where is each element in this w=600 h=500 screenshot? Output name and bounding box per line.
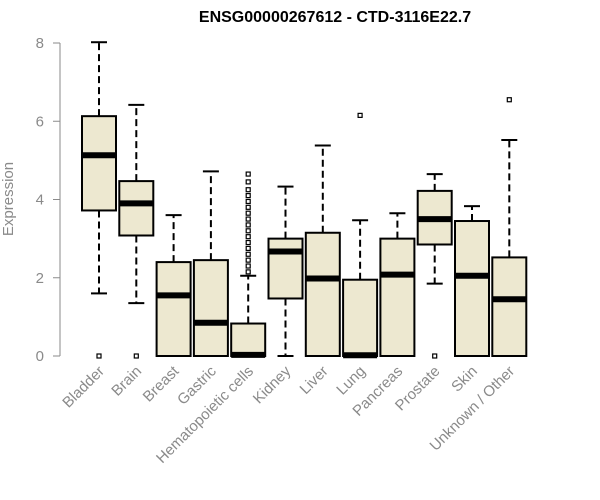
outlier-point [245, 263, 251, 269]
box-unknown-other [491, 97, 528, 357]
box-hematopoietic-cells [230, 171, 267, 358]
outlier-point [245, 239, 251, 246]
boxes-group [81, 41, 528, 359]
outlier-point [245, 222, 251, 228]
iqr-box [491, 256, 528, 357]
iqr-box [267, 237, 304, 300]
x-tick-label: Bladder [59, 363, 108, 412]
y-tick-label: 4 [36, 192, 44, 209]
x-tick-label: Skin [448, 363, 481, 396]
outlier-point [245, 179, 251, 185]
outlier-point [245, 228, 251, 234]
x-tick-label: Liver [297, 363, 332, 398]
box-pancreas [379, 212, 416, 357]
outlier-point [245, 198, 251, 205]
iqr-box [379, 237, 416, 357]
box-prostate [416, 173, 453, 359]
box-breast [155, 214, 192, 358]
outlier-point [245, 171, 251, 177]
iqr-box [304, 231, 341, 358]
y-tick-label: 6 [36, 113, 44, 130]
iqr-box [454, 220, 490, 357]
outlier-point [245, 269, 251, 275]
y-axis: 0 2 4 6 8 [36, 35, 61, 365]
outlier-point [432, 353, 438, 359]
y-tick-label: 0 [36, 348, 44, 365]
outlier-point [245, 245, 251, 252]
iqr-box [192, 259, 229, 357]
x-tick-label: Kidney [250, 362, 295, 407]
outlier-point [245, 210, 251, 216]
box-bladder [81, 41, 117, 359]
box-gastric [192, 170, 229, 357]
outlier-point [245, 192, 251, 199]
outlier-point [133, 353, 139, 359]
box-lung [342, 112, 379, 359]
iqr-box [81, 115, 117, 212]
outlier-point [357, 112, 363, 118]
outlier-point [245, 187, 251, 193]
iqr-box [342, 278, 379, 357]
iqr-box [155, 261, 192, 358]
outlier-point [245, 216, 251, 222]
outlier-point [245, 257, 251, 263]
box-liver [304, 144, 341, 358]
chart-title: ENSG00000267612 - CTD-3116E22.7 [199, 9, 471, 26]
iqr-box [118, 180, 155, 237]
box-brain [118, 103, 155, 359]
iqr-box [230, 322, 267, 357]
y-tick-label: 8 [36, 35, 44, 52]
y-tick-label: 2 [36, 270, 44, 287]
outlier-point [245, 204, 251, 210]
y-axis-label: Expression [0, 162, 17, 236]
outlier-point [506, 97, 512, 103]
outlier-point [245, 234, 251, 240]
outlier-point [96, 353, 102, 359]
outlier-point [245, 251, 251, 257]
box-skin [454, 205, 490, 357]
box-kidney [267, 185, 304, 357]
